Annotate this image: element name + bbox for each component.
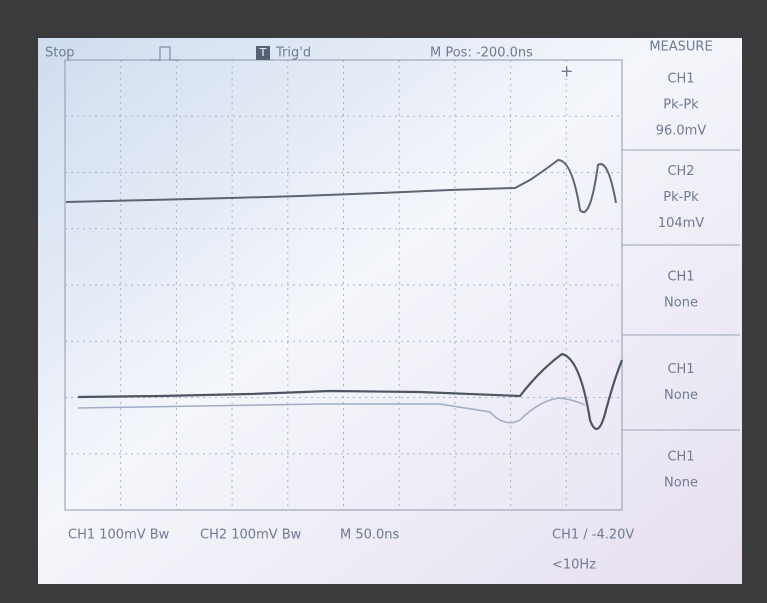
menu-item-type: Pk-Pk <box>663 98 699 113</box>
menu-title: MEASURE <box>649 40 712 55</box>
run-state: Stop <box>45 46 75 61</box>
menu-item-type: None <box>664 296 698 311</box>
trigger-setting: CH1 / -4.20V <box>552 528 634 543</box>
trigger-frequency: <10Hz <box>552 558 596 573</box>
menu-item-type: Pk-Pk <box>663 190 699 205</box>
horizontal-position: M Pos: -200.0ns <box>430 46 533 61</box>
menu-item-source: CH1 <box>667 362 694 377</box>
oscilloscope: + T Stop Trig'd M Pos: -200.0ns MEASURE … <box>0 0 767 603</box>
ch1-scale: CH1 100mV Bw <box>68 528 170 543</box>
menu-item-source: CH1 <box>667 270 694 285</box>
menu-item-source: CH1 <box>667 72 694 87</box>
menu-item-value: 96.0mV <box>656 124 707 139</box>
trigger-icon: T <box>259 46 267 59</box>
menu-item-type: None <box>664 476 698 491</box>
timebase: M 50.0ns <box>340 528 400 543</box>
menu-item-type: None <box>664 388 698 403</box>
trigger-position-marker: + <box>560 62 573 81</box>
ch2-scale: CH2 100mV Bw <box>200 528 302 543</box>
trigger-state: Trig'd <box>275 46 311 61</box>
menu-item-source: CH2 <box>667 164 694 179</box>
menu-item-value: 104mV <box>658 216 704 231</box>
menu-item-source: CH1 <box>667 450 694 465</box>
screen <box>38 38 742 584</box>
